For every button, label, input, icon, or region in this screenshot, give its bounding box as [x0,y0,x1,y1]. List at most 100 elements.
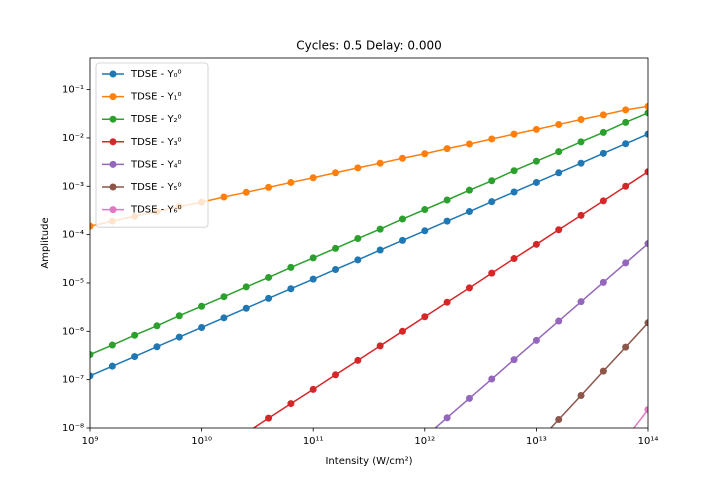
data-point [220,293,228,301]
data-point [354,164,362,172]
y-tick-label: 10⁻⁸ [62,423,84,434]
data-point [555,317,563,325]
data-point [622,182,630,190]
data-point [376,246,384,254]
data-point [510,130,518,138]
data-point [90,222,94,230]
data-point [309,174,317,182]
legend-marker [109,183,117,191]
data-point [599,278,607,286]
legend-label: TDSE - Y₂⁰ [130,114,182,125]
data-point [354,256,362,264]
data-point [555,415,563,423]
x-tick-label: 10¹¹ [303,436,324,447]
data-point [421,227,429,235]
data-point [354,235,362,243]
data-point [488,375,496,383]
data-point [242,304,250,312]
y-tick-label: 10⁻³ [62,181,84,192]
data-point [131,331,139,339]
data-point [108,362,116,370]
data-point [532,336,540,344]
data-point [599,367,607,375]
data-point [376,342,384,350]
data-point [198,302,206,310]
data-point [443,145,451,153]
legend-label: TDSE - Y₀⁰ [130,69,182,80]
data-point [309,385,317,393]
x-tick-label: 10¹³ [526,436,547,447]
series-line [90,133,648,377]
series-line [434,243,648,428]
data-point [287,285,295,293]
data-point [220,193,228,201]
data-point [309,275,317,283]
legend-marker [109,160,117,168]
data-point [265,273,273,281]
data-point [443,298,451,306]
data-point [398,236,406,244]
data-point [599,111,607,119]
data-point [510,188,518,196]
data-point [555,148,563,156]
data-point [644,130,648,138]
legend-marker [109,70,117,78]
legend-label: TDSE - Y₄⁰ [130,159,182,170]
data-point [622,118,630,126]
data-point [398,215,406,223]
legend-marker [109,93,117,101]
data-point [577,159,585,167]
data-point [287,263,295,271]
data-point [577,116,585,124]
data-point [90,372,94,380]
data-point [242,283,250,291]
data-point [488,135,496,143]
data-point [465,394,473,402]
data-point [599,197,607,205]
data-point [532,240,540,248]
data-point [376,225,384,233]
chart-title: Cycles: 0.5 Delay: 0.000 [296,39,442,53]
data-point [488,198,496,206]
legend-marker [109,138,117,146]
data-point [421,150,429,158]
data-point [265,294,273,302]
x-tick-label: 10¹⁰ [191,436,212,447]
data-point [465,140,473,148]
data-point [421,313,429,321]
data-point [465,208,473,216]
data-point [443,414,451,422]
legend-label: TDSE - Y₆⁰ [130,205,182,216]
data-point [242,188,250,196]
data-point [488,269,496,277]
data-point [577,392,585,400]
y-axis-label: Amplitude [40,217,51,268]
y-tick-label: 10⁻⁶ [62,326,84,337]
data-point [309,254,317,262]
data-point [332,371,340,379]
legend-frame [95,62,209,228]
data-point [577,138,585,146]
data-point [510,255,518,263]
data-point [175,333,183,341]
series-line [90,112,648,356]
data-point [599,128,607,136]
data-point [644,406,648,414]
data-point [175,312,183,320]
data-point [644,102,648,110]
y-tick-label: 10⁻¹ [62,85,84,96]
x-tick-label: 10⁹ [82,436,99,447]
data-point [532,157,540,165]
data-point [577,298,585,306]
legend-label: TDSE - Y₅⁰ [130,182,182,193]
data-point [131,353,139,361]
y-tick-label: 10⁻⁴ [62,230,84,241]
data-point [332,265,340,273]
data-point [510,356,518,364]
x-tick-label: 10¹⁴ [638,436,659,447]
data-point [644,319,648,327]
data-point [220,314,228,322]
data-point [443,196,451,204]
